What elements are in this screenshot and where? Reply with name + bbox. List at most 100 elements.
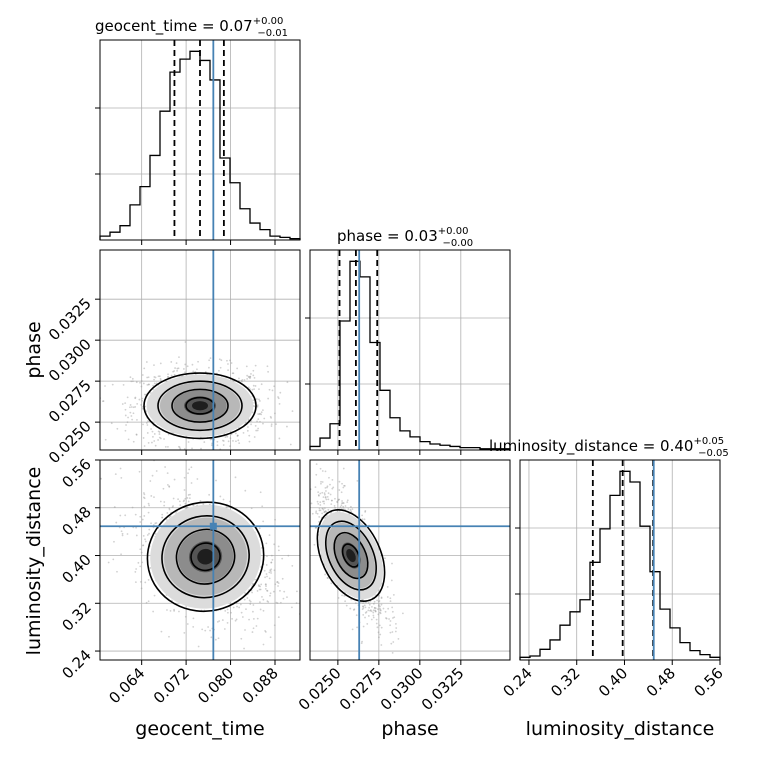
scatter-point bbox=[232, 606, 235, 609]
scatter-point bbox=[315, 473, 318, 476]
scatter-point bbox=[113, 506, 116, 508]
scatter-point bbox=[317, 494, 320, 496]
xlabel-phase: phase bbox=[381, 718, 438, 740]
scatter-point bbox=[425, 679, 427, 681]
scatter-point bbox=[148, 504, 151, 507]
scatter-point bbox=[345, 604, 348, 607]
scatter-point bbox=[140, 587, 143, 590]
scatter-point bbox=[134, 406, 137, 408]
scatter-point bbox=[370, 610, 373, 613]
y-tick-label: 0.48 bbox=[58, 503, 94, 539]
scatter-point bbox=[146, 424, 149, 426]
y-tick-label: 0.0300 bbox=[45, 335, 95, 385]
scatter-point bbox=[100, 477, 102, 480]
scatter-point bbox=[364, 611, 367, 614]
marginal-panel-luminosity_distance: 0.24 0.32 0.40 0.48 0.56 bbox=[499, 459, 727, 700]
scatter-point bbox=[370, 618, 373, 621]
scatter-point bbox=[350, 510, 352, 512]
scatter-point bbox=[222, 444, 225, 446]
scatter-point bbox=[325, 514, 328, 517]
scatter-point bbox=[183, 489, 186, 491]
scatter-point bbox=[329, 483, 331, 486]
scatter-point bbox=[113, 540, 115, 543]
scatter-point bbox=[124, 514, 127, 517]
scatter-point bbox=[277, 397, 280, 400]
scatter-point bbox=[161, 513, 164, 516]
scatter-point bbox=[291, 410, 294, 413]
scatter-point bbox=[171, 506, 174, 509]
scatter-point bbox=[238, 377, 240, 380]
scatter-point bbox=[336, 501, 339, 504]
scatter-point bbox=[392, 641, 395, 643]
scatter-point bbox=[256, 404, 259, 407]
scatter-point bbox=[131, 377, 134, 380]
scatter-point bbox=[183, 499, 186, 502]
scatter-point bbox=[379, 608, 382, 611]
scatter-point bbox=[274, 518, 276, 521]
scatter-point bbox=[209, 629, 211, 632]
scatter-point bbox=[362, 605, 364, 608]
marginal-panel-phase bbox=[305, 249, 511, 455]
scatter-point bbox=[265, 585, 267, 588]
scatter-point bbox=[153, 433, 156, 435]
scatter-point bbox=[216, 620, 219, 623]
scatter-point bbox=[247, 426, 249, 428]
scatter-point bbox=[231, 617, 233, 620]
scatter-point bbox=[166, 472, 169, 474]
scatter-point bbox=[252, 604, 255, 606]
scatter-point bbox=[227, 440, 230, 443]
scatter-point bbox=[266, 365, 269, 368]
scatter-point bbox=[367, 615, 370, 617]
scatter-point bbox=[330, 499, 333, 502]
scatter-point bbox=[154, 522, 157, 525]
scatter-point bbox=[209, 438, 212, 441]
density-shade bbox=[192, 401, 208, 411]
scatter-point bbox=[126, 396, 129, 399]
density-shade bbox=[197, 548, 214, 565]
scatter-point bbox=[259, 585, 262, 588]
scatter-point bbox=[146, 432, 149, 434]
scatter-point bbox=[184, 363, 187, 366]
scatter-point bbox=[130, 406, 133, 408]
scatter-point bbox=[342, 486, 345, 489]
xlabel-geocent-time: geocent_time bbox=[135, 718, 264, 740]
scatter-point bbox=[186, 497, 189, 499]
scatter-point bbox=[154, 444, 157, 447]
scatter-point bbox=[207, 626, 209, 628]
scatter-point bbox=[301, 491, 303, 493]
scatter-point bbox=[386, 586, 389, 588]
scatter-point bbox=[308, 479, 310, 481]
scatter-point bbox=[389, 631, 392, 634]
scatter-point bbox=[260, 547, 263, 549]
scatter-point bbox=[352, 609, 355, 611]
scatter-point bbox=[321, 481, 324, 483]
scatter-point bbox=[147, 578, 150, 581]
scatter-point bbox=[371, 605, 373, 608]
scatter-point bbox=[279, 601, 282, 604]
scatter-point bbox=[160, 379, 162, 382]
scatter-point bbox=[248, 599, 251, 602]
scatter-point bbox=[223, 628, 226, 630]
x-tick-label: 0.0250 bbox=[295, 664, 345, 714]
scatter-point bbox=[379, 611, 381, 614]
scatter-point bbox=[318, 516, 321, 518]
scatter-point bbox=[372, 614, 375, 617]
scatter-point bbox=[225, 505, 228, 508]
scatter-point bbox=[266, 555, 268, 558]
scatter-point bbox=[262, 598, 265, 601]
scatter-point bbox=[152, 435, 154, 438]
scatter-point bbox=[221, 619, 224, 621]
scatter-point bbox=[153, 364, 155, 367]
scatter-point bbox=[158, 433, 161, 435]
scatter-point bbox=[380, 644, 383, 646]
scatter-point bbox=[374, 607, 377, 610]
scatter-point bbox=[131, 418, 134, 421]
scatter-point bbox=[319, 629, 321, 631]
scatter-point bbox=[124, 414, 127, 417]
scatter-point bbox=[229, 445, 232, 448]
contour-line bbox=[190, 542, 221, 572]
title-phase: phase = 0.03+0.00 −0.00 bbox=[337, 226, 473, 249]
scatter-point bbox=[343, 484, 345, 487]
scatter-point bbox=[322, 508, 325, 511]
scatter-point bbox=[129, 406, 131, 409]
